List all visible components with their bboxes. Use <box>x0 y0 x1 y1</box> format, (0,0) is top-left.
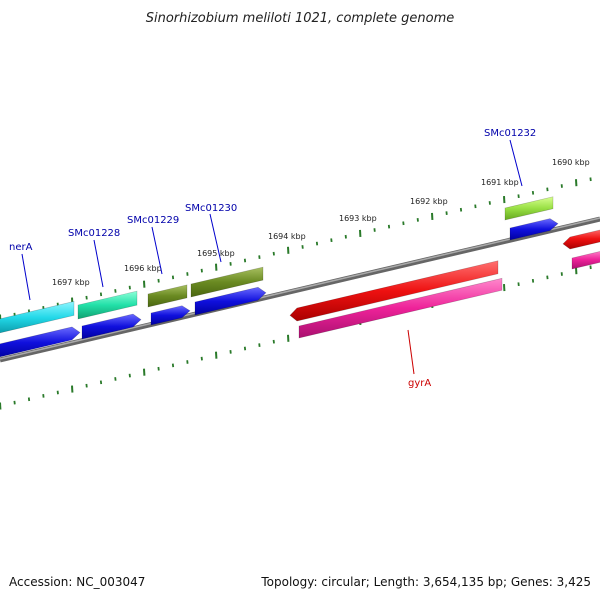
kbp-label-1690: 1690 kbp <box>552 158 590 167</box>
kbp-label-1696: 1696 kbp <box>124 264 162 273</box>
cds-gyra <box>298 277 503 339</box>
cds-smc01228 <box>81 313 142 340</box>
leader-line-nera <box>21 253 31 301</box>
outer-tick-track <box>0 177 592 322</box>
genome-backbone-highlight <box>0 217 600 360</box>
kbp-label-1694: 1694 kbp <box>268 232 306 241</box>
kbp-label-1697: 1697 kbp <box>52 278 90 287</box>
map-title: Sinorhizobium meliloti 1021, complete ge… <box>146 11 455 26</box>
leader-line-smc01228 <box>93 239 104 288</box>
gene-smc01228 <box>77 290 138 320</box>
gene-right-edge-red <box>562 229 600 250</box>
gene-label-nera: nerA <box>9 242 33 253</box>
footer-accession: Accession: NC_003047 <box>9 575 145 589</box>
gene-label-smc01230: SMc01230 <box>185 203 237 214</box>
cds-smc01230 <box>194 286 267 316</box>
kbp-label-1693: 1693 kbp <box>339 214 377 223</box>
cds-right-edge-pink <box>571 251 600 270</box>
genome-backbone <box>0 216 600 363</box>
leader-line-smc01232 <box>509 139 523 187</box>
cds-nera <box>0 326 81 358</box>
feature-track <box>0 196 600 358</box>
kbp-label-1692: 1692 kbp <box>410 197 448 206</box>
kbp-label-1695: 1695 kbp <box>197 249 235 258</box>
leader-line-gyra <box>407 329 415 375</box>
gene-label-gyra: gyrA <box>408 378 431 389</box>
leader-line-smc01230 <box>209 213 222 263</box>
gene-label-smc01232: SMc01232 <box>484 128 536 139</box>
gene-label-smc01228: SMc01228 <box>68 228 120 239</box>
gene-nera <box>0 301 75 334</box>
gene-smc01229 <box>147 284 188 308</box>
gene-gyra-upper <box>289 260 499 322</box>
kbp-label-1691: 1691 kbp <box>481 178 519 187</box>
footer-summary: Topology: circular; Length: 3,654,135 bp… <box>260 575 591 589</box>
gene-smc01230 <box>190 266 264 298</box>
leader-line-smc01229 <box>151 226 163 275</box>
cds-smc01229 <box>150 305 191 326</box>
gene-label-smc01229: SMc01229 <box>127 215 179 226</box>
gene-smc01232 <box>504 196 554 221</box>
cds-smc01232 <box>509 218 559 241</box>
